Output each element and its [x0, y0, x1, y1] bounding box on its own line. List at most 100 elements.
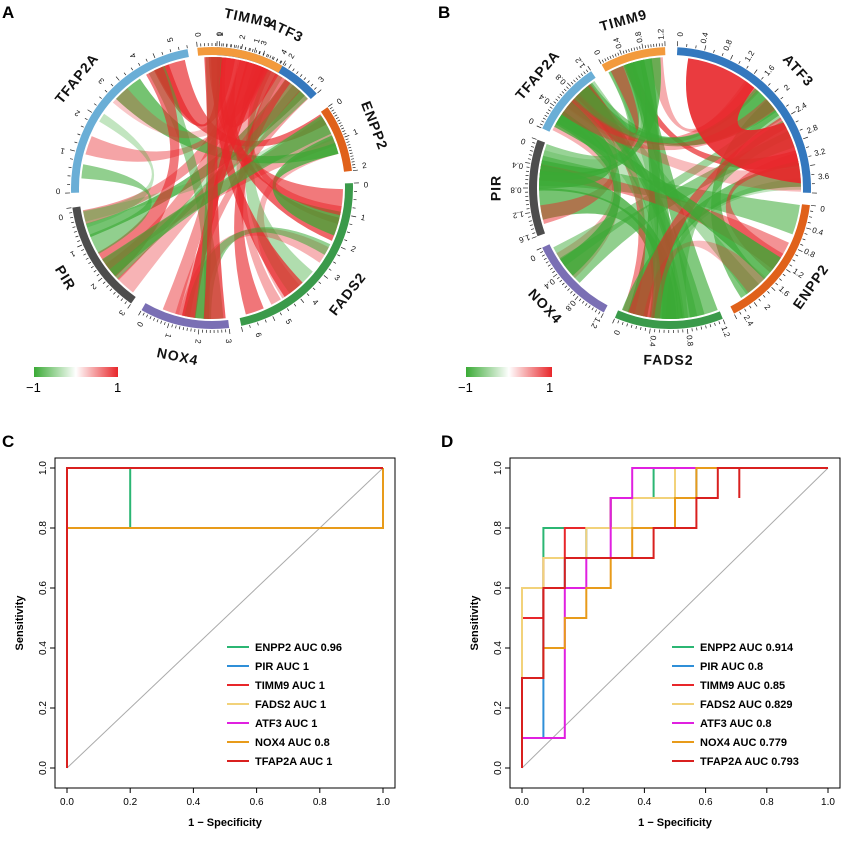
chord-tick: [791, 111, 796, 115]
x-tick-label: 0.8: [760, 797, 774, 808]
chord-tick: [109, 288, 113, 292]
chord-tick: [622, 50, 625, 54]
chord-tick-label: 2: [782, 82, 792, 92]
legend-entry: NOX4 AUC 0.8: [255, 737, 330, 749]
chord-tick-label: 5: [165, 36, 175, 43]
legend-entry: FADS2 AUC 1: [255, 699, 326, 711]
chord-tick: [88, 261, 92, 265]
chord-tick: [630, 324, 633, 328]
chord-tick: [619, 49, 622, 55]
chord-tick: [545, 261, 549, 264]
chord-tick: [768, 83, 771, 86]
chord-tick: [549, 102, 555, 107]
chord-tick: [186, 327, 188, 331]
chord-tick: [282, 60, 286, 66]
y-tick-label: 0.2: [493, 701, 504, 715]
chord-tick-label: 1: [163, 332, 173, 339]
chord-tick: [598, 311, 601, 315]
chord-tick: [686, 328, 689, 334]
chord-tick: [709, 324, 712, 328]
legend-entry: FADS2 AUC 0.829: [700, 699, 793, 711]
chord-sector-label: PIR: [488, 175, 504, 201]
chord-tick: [115, 76, 120, 81]
chord-tick: [782, 273, 786, 277]
legend-entry: TIMM9 AUC 1: [255, 680, 325, 692]
y-tick-label: 0.0: [38, 761, 49, 775]
chord-tick: [581, 300, 585, 304]
chord-tick: [352, 169, 358, 172]
chord-tick: [531, 236, 537, 239]
chord-tick: [530, 146, 535, 148]
chord-ribbon: [85, 79, 305, 238]
chord-tick: [704, 45, 707, 51]
legend-entry: PIR AUC 0.8: [700, 661, 763, 673]
chord-tick-label: 2.8: [805, 123, 819, 136]
chord-tick-label: 0.4: [542, 277, 557, 291]
chord-tick: [543, 257, 547, 260]
chord-tick-label: 1.2: [719, 325, 732, 339]
chord-tick: [299, 74, 303, 77]
chord-tick-label: 0.8: [803, 247, 817, 260]
chord-tick: [639, 46, 641, 50]
chord-tick: [739, 311, 742, 315]
chord-tick: [145, 58, 148, 62]
chord-tick-label: 0: [592, 48, 602, 57]
colorbar-b-max-label: 1: [546, 380, 553, 395]
legend: ENPP2 AUC 0.914 PIR AUC 0.8 TIMM9 AUC 0.85…: [672, 642, 799, 768]
chord-sector-pir: 3 2 1 0 PIR: [52, 206, 136, 318]
y-tick-label: 1.0: [493, 461, 504, 475]
chord-tick: [641, 43, 644, 49]
chord-tick: [762, 294, 766, 298]
y-tick-label: 0.6: [493, 581, 504, 595]
chord-sector-label: TIMM9: [598, 6, 649, 34]
chord-tick: [292, 68, 295, 72]
chord-tick: [339, 124, 343, 127]
chord-tick-label: 1.2: [656, 28, 666, 40]
chord-tick: [153, 317, 155, 321]
chord-tick: [606, 57, 609, 61]
chord-tick: [341, 127, 345, 130]
chord-tick: [266, 53, 268, 57]
chord-tick-label: 0: [55, 187, 60, 196]
chord-tick: [771, 286, 776, 291]
chord-tick: [98, 277, 103, 282]
chord-tick: [77, 244, 83, 248]
chord-sector-arc: [542, 71, 596, 132]
chord-tick: [580, 73, 584, 77]
chord-tick: [73, 231, 77, 233]
chord-tick: [527, 216, 532, 218]
chord-tick: [626, 323, 628, 327]
chord-tick-label: 2: [362, 161, 368, 171]
chord-tick-label: 0: [676, 31, 685, 37]
chord-ribbon: [559, 99, 662, 319]
chord-tick: [87, 109, 92, 113]
y-tick-label: 1.0: [38, 461, 49, 475]
chord-ribbon: [184, 227, 331, 319]
chord-tick: [587, 65, 591, 71]
chord-tick-label: 1.6: [517, 232, 531, 244]
chord-tick: [272, 316, 276, 322]
chord-tick: [758, 298, 761, 302]
chord-tick: [163, 321, 166, 326]
chord-tick: [808, 216, 813, 218]
chord-tick-label: 2: [89, 282, 99, 292]
chord-tick: [635, 325, 637, 330]
chord-tick: [567, 288, 570, 291]
y-tick-label: 0.8: [493, 521, 504, 535]
chord-tick: [124, 301, 127, 305]
chord-tick: [614, 53, 617, 57]
chord-tick: [113, 291, 116, 295]
chord-tick: [80, 125, 84, 128]
chord-tick: [156, 319, 159, 323]
chord-tick: [799, 128, 803, 131]
chord-tick: [344, 134, 350, 138]
chord-tick: [276, 58, 279, 62]
chord-tick: [346, 231, 351, 234]
chord-tick-label: 2.4: [794, 100, 809, 114]
chord-tick: [328, 103, 333, 107]
chord-tick-label: 0.8: [722, 38, 735, 52]
chord-tick-label: 0: [820, 204, 826, 214]
chord-tick: [255, 49, 258, 54]
chord-tick-label: 0.4: [611, 36, 623, 50]
roc-curve-fads2: [521, 467, 828, 768]
